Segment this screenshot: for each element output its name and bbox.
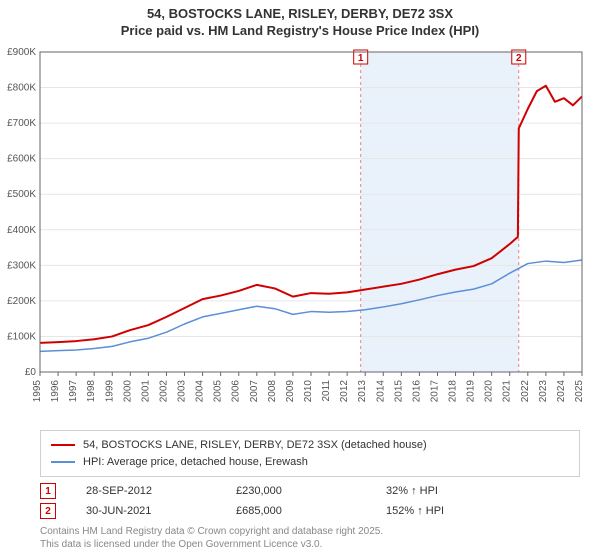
events-table: 1 28-SEP-2012 £230,000 32% ↑ HPI 2 30-JU…: [40, 483, 580, 519]
svg-text:2001: 2001: [140, 380, 151, 403]
svg-text:£800K: £800K: [7, 83, 36, 94]
event-marker-2: 2: [40, 503, 56, 519]
svg-text:1: 1: [358, 53, 364, 64]
event-price-2: £685,000: [236, 505, 356, 517]
footer-line-2: This data is licensed under the Open Gov…: [40, 538, 580, 551]
svg-text:2000: 2000: [122, 380, 133, 403]
svg-text:2024: 2024: [556, 380, 567, 403]
svg-text:2014: 2014: [375, 380, 386, 403]
svg-text:£200K: £200K: [7, 296, 36, 307]
event-date-2: 30-JUN-2021: [86, 505, 206, 517]
svg-text:2003: 2003: [177, 380, 188, 403]
svg-text:1999: 1999: [104, 380, 115, 403]
event-row-1: 1 28-SEP-2012 £230,000 32% ↑ HPI: [40, 483, 580, 499]
svg-text:2017: 2017: [429, 380, 440, 403]
svg-text:1996: 1996: [50, 380, 61, 403]
svg-text:1998: 1998: [86, 380, 97, 403]
svg-text:2: 2: [516, 53, 522, 64]
svg-text:2006: 2006: [231, 380, 242, 403]
svg-text:2009: 2009: [285, 380, 296, 403]
line-chart: £0 £100K £200K £300K £400K £500K £600K £700K £80…: [0, 42, 600, 422]
event-delta-2: 152% ↑ HPI: [386, 505, 506, 517]
svg-text:2015: 2015: [393, 380, 404, 403]
svg-text:2011: 2011: [321, 380, 332, 402]
svg-text:2004: 2004: [195, 380, 206, 403]
svg-text:£500K: £500K: [7, 189, 36, 200]
footer-line-1: Contains HM Land Registry data © Crown c…: [40, 525, 580, 538]
legend-and-footer: 54, BOSTOCKS LANE, RISLEY, DERBY, DE72 3…: [40, 430, 580, 551]
svg-text:1995: 1995: [32, 380, 43, 403]
svg-text:2020: 2020: [484, 380, 495, 403]
event-marker-1: 1: [40, 483, 56, 499]
svg-text:2018: 2018: [448, 380, 459, 403]
chart-area: £0 £100K £200K £300K £400K £500K £600K £700K £80…: [0, 42, 600, 422]
svg-text:£600K: £600K: [7, 154, 36, 165]
svg-text:£300K: £300K: [7, 260, 36, 271]
event-row-2: 2 30-JUN-2021 £685,000 152% ↑ HPI: [40, 503, 580, 519]
svg-text:2008: 2008: [267, 380, 278, 403]
svg-text:2013: 2013: [357, 380, 368, 403]
legend-label-property: 54, BOSTOCKS LANE, RISLEY, DERBY, DE72 3…: [83, 437, 427, 454]
svg-text:1997: 1997: [68, 380, 79, 403]
svg-text:2019: 2019: [466, 380, 477, 403]
svg-text:2002: 2002: [158, 380, 169, 403]
svg-text:2016: 2016: [411, 380, 422, 403]
svg-text:2022: 2022: [520, 380, 531, 403]
svg-text:2005: 2005: [213, 380, 224, 403]
svg-text:£700K: £700K: [7, 118, 36, 129]
legend-box: 54, BOSTOCKS LANE, RISLEY, DERBY, DE72 3…: [40, 430, 580, 477]
event-delta-1: 32% ↑ HPI: [386, 485, 506, 497]
legend-row-hpi: HPI: Average price, detached house, Erew…: [51, 454, 569, 471]
legend-swatch-hpi: [51, 461, 75, 463]
svg-text:£100K: £100K: [7, 331, 36, 342]
svg-text:£400K: £400K: [7, 225, 36, 236]
legend-row-property: 54, BOSTOCKS LANE, RISLEY, DERBY, DE72 3…: [51, 437, 569, 454]
svg-text:2007: 2007: [249, 380, 260, 403]
svg-text:£0: £0: [25, 367, 37, 378]
svg-text:2021: 2021: [502, 380, 513, 403]
page-subtitle: Price paid vs. HM Land Registry's House …: [0, 23, 600, 38]
page-title: 54, BOSTOCKS LANE, RISLEY, DERBY, DE72 3…: [0, 0, 600, 23]
svg-text:2023: 2023: [538, 380, 549, 403]
legend-swatch-property: [51, 444, 75, 446]
legend-label-hpi: HPI: Average price, detached house, Erew…: [83, 454, 308, 471]
svg-text:2010: 2010: [303, 380, 314, 403]
event-price-1: £230,000: [236, 485, 356, 497]
event-date-1: 28-SEP-2012: [86, 485, 206, 497]
svg-text:2025: 2025: [574, 380, 585, 403]
svg-text:£900K: £900K: [7, 47, 36, 58]
footer: Contains HM Land Registry data © Crown c…: [40, 525, 580, 551]
svg-text:2012: 2012: [339, 380, 350, 403]
